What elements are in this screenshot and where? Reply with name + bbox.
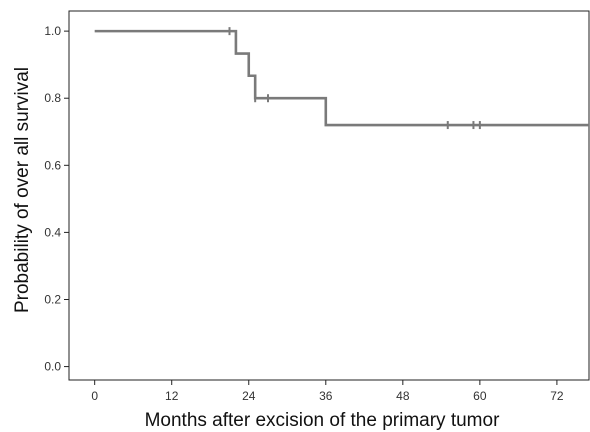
y-axis-title: Probability of over all survival [12, 67, 33, 313]
survival-curve [94, 29, 589, 127]
x-tick-label: 72 [550, 389, 564, 403]
y-tick-label: 0.2 [44, 292, 61, 306]
y-tick-label: 0.4 [44, 225, 61, 239]
x-tick-label: 36 [319, 389, 333, 403]
y-tick-label: 0.6 [44, 158, 61, 172]
x-tick-label: 60 [473, 389, 487, 403]
plot-frame [68, 10, 590, 381]
y-tick-label: 0.0 [44, 360, 61, 374]
series-layer [94, 27, 589, 130]
x-tick-label: 48 [396, 389, 410, 403]
y-tick-label: 1.0 [44, 24, 61, 38]
x-axis-title: Months after excision of the primary tum… [145, 410, 500, 431]
x-tick-label: 24 [242, 389, 256, 403]
y-axis: 0.0 0.2 0.4 0.6 0.8 1.0 [44, 24, 69, 374]
x-tick-label: 0 [91, 389, 98, 403]
x-axis: 0 12 24 36 48 60 72 [91, 380, 564, 403]
x-tick-label: 12 [165, 389, 179, 403]
y-tick-label: 0.8 [44, 91, 61, 105]
